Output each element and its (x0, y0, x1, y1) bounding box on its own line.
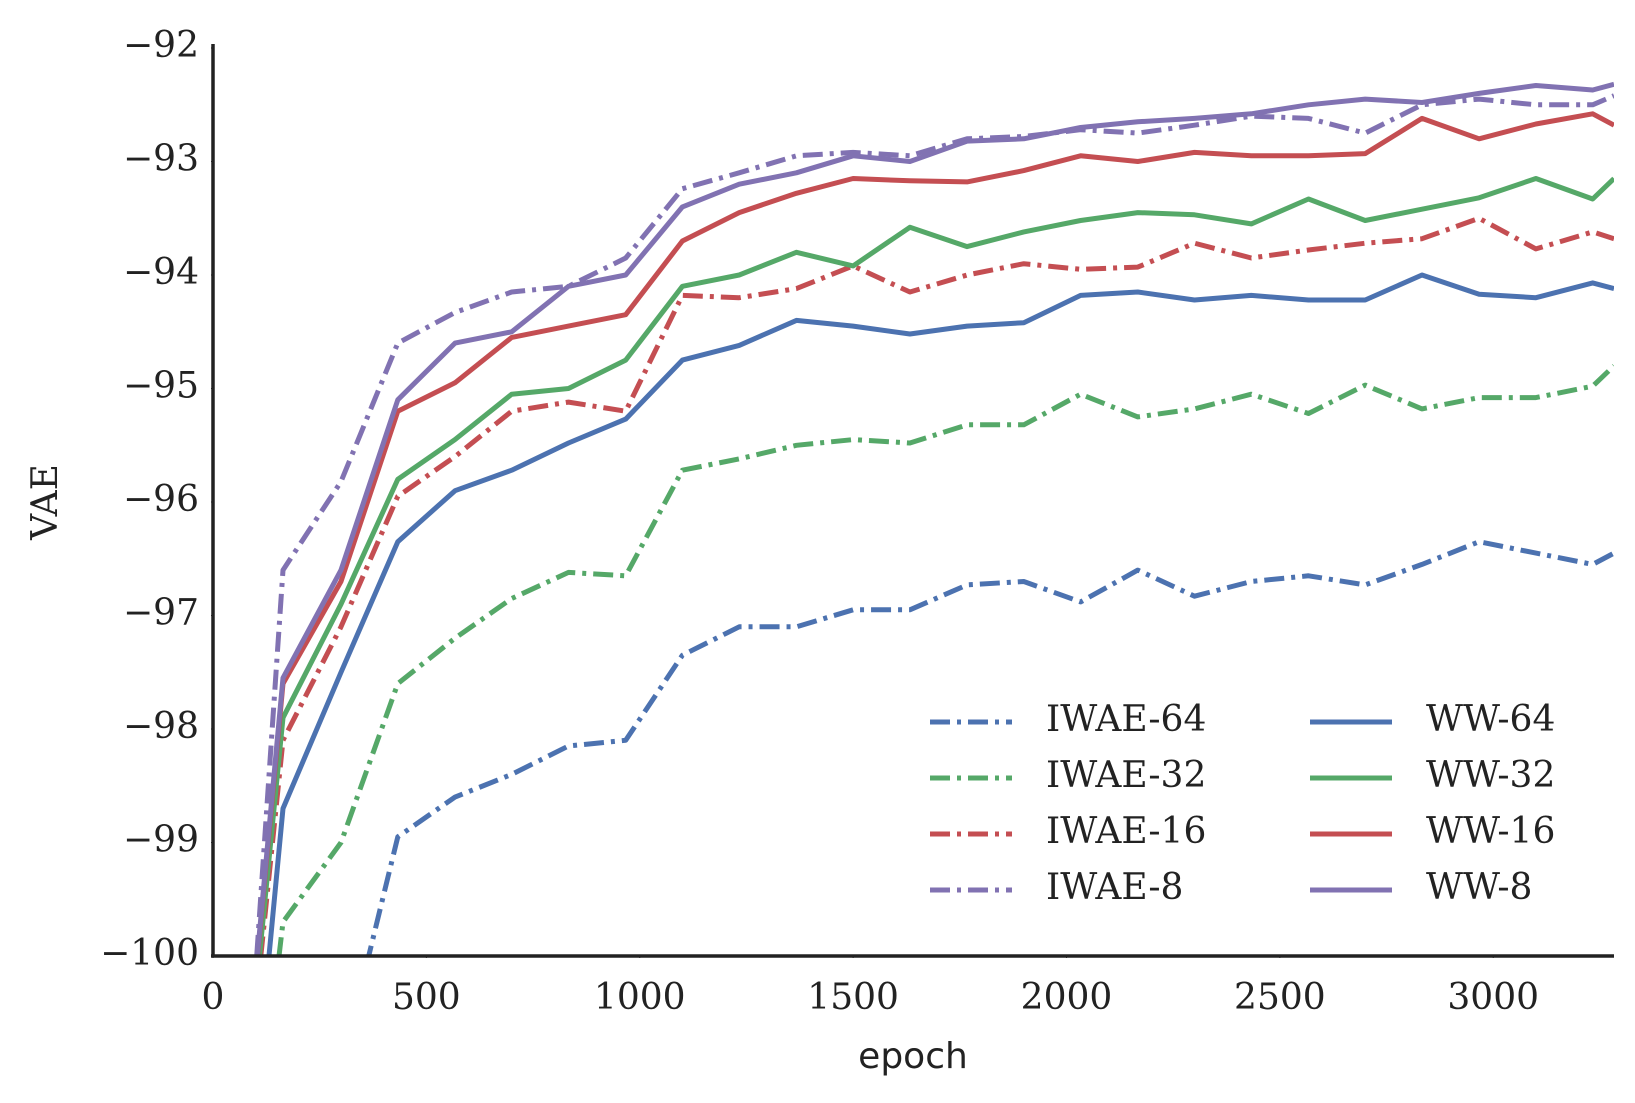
x-tick-label: 2500 (1234, 977, 1326, 1018)
legend-label: IWAE-32 (1046, 755, 1206, 796)
y-tick-label: −93 (123, 139, 199, 180)
series-line (276, 363, 1614, 956)
legend-label: WW-8 (1426, 867, 1532, 908)
y-tick-label: −99 (123, 820, 199, 861)
legend-label: IWAE-8 (1046, 867, 1183, 908)
series-line (254, 93, 1614, 956)
legend-label: IWAE-64 (1046, 699, 1206, 740)
x-tick-label: 0 (202, 977, 225, 1018)
y-axis-label: VAE (25, 464, 66, 541)
legend-label: WW-32 (1426, 755, 1555, 796)
series-line (256, 176, 1614, 956)
x-axis-label: epoch (858, 1036, 968, 1077)
y-tick-label: −97 (123, 593, 199, 634)
x-tick-label: 500 (392, 977, 461, 1018)
x-tick-label: 3000 (1447, 977, 1539, 1018)
series-line (366, 539, 1614, 956)
legend-label: WW-16 (1426, 811, 1555, 852)
series-line (255, 111, 1614, 956)
y-tick-label: −98 (123, 706, 199, 747)
legend-label: IWAE-16 (1046, 811, 1206, 852)
plot-area (254, 81, 1614, 956)
series-line (254, 81, 1614, 956)
y-tick-label: −100 (100, 933, 199, 974)
legend-label: WW-64 (1426, 699, 1555, 740)
y-tick-label: −92 (123, 25, 199, 66)
series-line (258, 215, 1614, 956)
x-tick-label: 1000 (594, 977, 686, 1018)
y-tick-label: −96 (123, 479, 199, 520)
series-line (266, 272, 1614, 956)
y-tick-label: −94 (123, 252, 199, 293)
x-tick-label: 1500 (807, 977, 899, 1018)
y-tick-label: −95 (123, 366, 199, 407)
x-tick-label: 2000 (1021, 977, 1113, 1018)
